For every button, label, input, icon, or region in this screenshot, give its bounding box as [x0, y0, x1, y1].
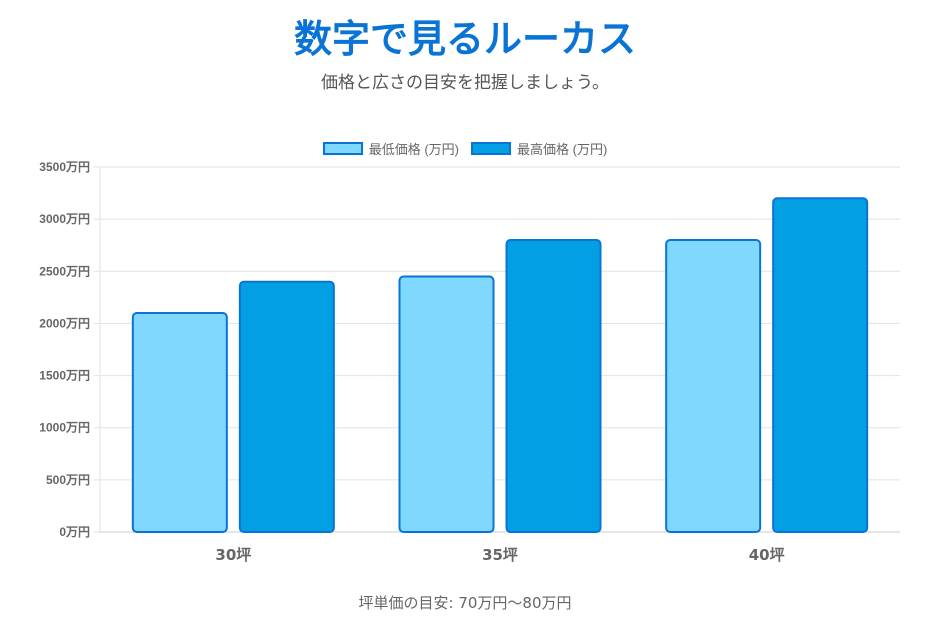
chart-legend: 最低価格 (万円) 最高価格 (万円)	[0, 139, 930, 158]
y-tick-label: 1000万円	[39, 421, 90, 435]
x-tick-label: 30坪	[215, 546, 251, 564]
page-subtitle: 価格と広さの目安を把握しましょう。	[321, 73, 609, 93]
legend-swatch-min	[322, 142, 363, 155]
y-tick-label: 1500万円	[39, 369, 90, 383]
bar-min	[398, 275, 495, 533]
y-tick-label: 3500万円	[39, 160, 90, 174]
y-tick-label: 3000万円	[39, 212, 90, 226]
x-tick-label: 40坪	[749, 546, 785, 564]
legend-label-min: 最低価格 (万円)	[368, 142, 459, 157]
y-tick-label: 500万円	[46, 473, 90, 487]
bar-min	[665, 239, 762, 533]
y-tick-label: 2500万円	[39, 264, 90, 278]
price-note: 坪単価の目安: 70万円〜80万円	[358, 594, 572, 612]
legend-label-max: 最高価格 (万円)	[517, 142, 608, 157]
x-tick-label: 35坪	[482, 546, 518, 564]
y-tick-label: 2000万円	[39, 316, 90, 330]
bar-max	[505, 239, 602, 533]
legend-item-max[interactable]: 最高価格 (万円)	[471, 139, 607, 158]
y-tick-label: 0万円	[59, 525, 90, 539]
legend-swatch-max	[471, 142, 511, 155]
bar-min	[131, 312, 228, 533]
page-title: 数字で見るルーカス	[293, 17, 636, 61]
legend-item-min[interactable]: 最低価格 (万円)	[322, 139, 459, 158]
bar-max	[238, 280, 335, 534]
bar-max	[772, 197, 869, 534]
